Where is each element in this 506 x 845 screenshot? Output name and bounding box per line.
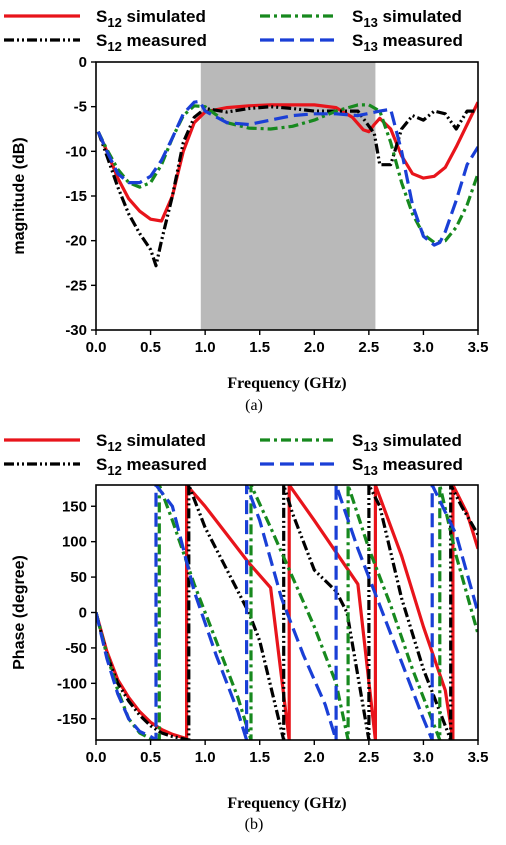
- series-line: [96, 485, 478, 740]
- y-tick-label: 50: [70, 569, 87, 586]
- legend-subscript: 13: [363, 439, 377, 454]
- legend-base: S: [352, 455, 363, 474]
- series-line: [96, 485, 478, 740]
- y-tick-label: -20: [65, 233, 87, 250]
- legend-suffix: measured: [122, 455, 207, 474]
- x-tick-label: 1.0: [195, 749, 216, 766]
- y-tick-label: -100: [57, 675, 87, 692]
- series-group: [96, 485, 478, 740]
- legend-subscript: 12: [107, 463, 121, 478]
- x-tick-label: 3.0: [413, 339, 434, 356]
- x-tick-label: 0.0: [86, 339, 107, 356]
- shaded-band: [200, 62, 376, 330]
- y-tick-label: 100: [62, 534, 87, 551]
- figure-caption: (b): [245, 816, 264, 833]
- legend-item: S12 measured: [4, 455, 207, 478]
- x-axis-label: Frequency (GHz): [227, 375, 346, 392]
- x-tick-label: 1.0: [195, 339, 216, 356]
- legend-label: S13 simulated: [352, 7, 462, 30]
- legend-base: S: [96, 7, 107, 26]
- legend-label: S13 measured: [352, 31, 463, 54]
- y-axis-label: magnitude (dB): [11, 137, 28, 254]
- legend-label: S12 simulated: [96, 7, 206, 30]
- series-line: [96, 99, 478, 247]
- legend-suffix: simulated: [122, 431, 206, 450]
- y-tick-label: -50: [65, 640, 87, 657]
- series-line: [96, 485, 478, 740]
- legend-base: S: [352, 7, 363, 26]
- legend-item: S12 simulated: [4, 7, 206, 30]
- x-tick-label: 3.5: [468, 749, 489, 766]
- legend-subscript: 13: [363, 463, 377, 478]
- y-tick-label: -15: [65, 188, 87, 205]
- legend-suffix: measured: [378, 455, 463, 474]
- chart-b: 0.0 0.5 1.0 1.5 2.0 2.5 3.0 3.5 150 100 50 0 -50 -100…: [4, 431, 488, 833]
- legend-label: S13 simulated: [352, 431, 462, 454]
- legend-base: S: [96, 431, 107, 450]
- legend-base: S: [96, 31, 107, 50]
- legend-label: S12 measured: [96, 455, 207, 478]
- x-tick-label: 2.5: [358, 339, 379, 356]
- y-tick-label: -25: [65, 277, 87, 294]
- x-tick-label: 2.5: [358, 749, 379, 766]
- y-tick-label: 0: [79, 605, 87, 622]
- series-group: [96, 99, 478, 268]
- legend-subscript: 12: [107, 39, 121, 54]
- x-tick-label: 0.5: [140, 749, 161, 766]
- y-tick-label: -150: [57, 711, 87, 728]
- x-tick-label: 2.0: [304, 749, 325, 766]
- series-line: [96, 103, 478, 245]
- legend-subscript: 13: [363, 39, 377, 54]
- series-line: [96, 101, 478, 223]
- figure-caption: (a): [245, 397, 263, 414]
- y-tick-label: 0: [79, 54, 87, 71]
- x-tick-label: 0.0: [86, 749, 107, 766]
- y-tick-label: -10: [65, 143, 87, 160]
- y-tick-label: -5: [74, 99, 87, 116]
- legend-subscript: 13: [363, 15, 377, 30]
- chart-a: 0.0 0.5 1.0 1.5 2.0 2.5 3.0 3.5 0 -5 -10 -15 -20 -25 -…: [4, 7, 488, 414]
- legend-item: S12 measured: [4, 31, 207, 54]
- legend-suffix: measured: [122, 31, 207, 50]
- legend-suffix: simulated: [122, 7, 206, 26]
- legend-item: S13 measured: [260, 455, 463, 478]
- legend-label: S12 measured: [96, 31, 207, 54]
- x-tick-label: 2.0: [304, 339, 325, 356]
- legend-subscript: 12: [107, 15, 121, 30]
- legend-item: S12 simulated: [4, 431, 206, 454]
- legend-item: S13 simulated: [260, 7, 462, 30]
- legend-base: S: [352, 31, 363, 50]
- y-tick-label: -30: [65, 322, 87, 339]
- legend-label: S12 simulated: [96, 431, 206, 454]
- y-axis-label: Phase (degree): [11, 555, 28, 670]
- y-tick-label: 150: [62, 498, 87, 515]
- legend-suffix: simulated: [378, 7, 462, 26]
- legend-base: S: [96, 455, 107, 474]
- legend-base: S: [352, 431, 363, 450]
- x-tick-label: 3.5: [468, 339, 489, 356]
- legend-item: S13 measured: [260, 31, 463, 54]
- x-tick-label: 3.0: [413, 749, 434, 766]
- x-tick-label: 0.5: [140, 339, 161, 356]
- legend-suffix: simulated: [378, 431, 462, 450]
- legend-suffix: measured: [378, 31, 463, 50]
- x-axis-label: Frequency (GHz): [227, 795, 346, 812]
- x-tick-label: 1.5: [249, 749, 270, 766]
- x-tick-label: 1.5: [249, 339, 270, 356]
- legend-subscript: 12: [107, 439, 121, 454]
- legend-item: S13 simulated: [260, 431, 462, 454]
- series-line: [96, 105, 478, 268]
- legend-label: S13 measured: [352, 455, 463, 478]
